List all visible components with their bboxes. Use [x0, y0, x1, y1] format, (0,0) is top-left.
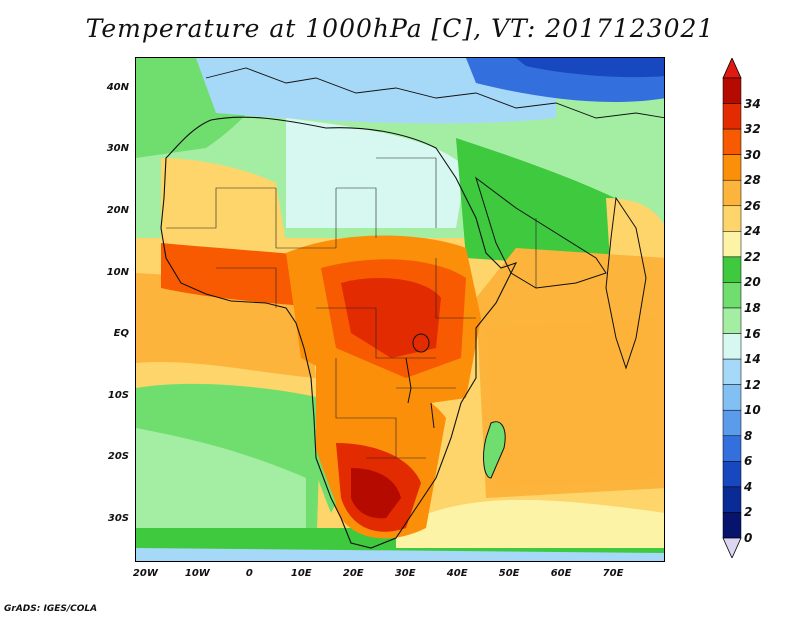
- colorbar-segment: [722, 358, 742, 385]
- colorbar-segment: [722, 409, 742, 437]
- longitude-label: 0: [245, 568, 253, 579]
- country-borders: [166, 157, 537, 459]
- south-atlantic-light: [136, 428, 306, 561]
- indian-ocean-south: [396, 499, 664, 548]
- colorbar-bottom-arrow: [722, 537, 742, 558]
- kalahari-core: [351, 468, 401, 519]
- colorbar-top-arrow: [722, 58, 742, 79]
- colorbar-segment: [722, 333, 742, 360]
- sahara-cool: [286, 118, 466, 228]
- longitude-label: 40E: [446, 568, 468, 579]
- madagascar-outline: [483, 421, 506, 479]
- colorbar-label: 10: [744, 403, 761, 418]
- colorbar-segment: [722, 205, 742, 232]
- longitude-label: 20E: [342, 568, 364, 579]
- latitude-label: 20N: [106, 204, 129, 216]
- southern-edge-cool: [136, 548, 664, 561]
- central-africa-core: [341, 278, 441, 358]
- colorbar-segment: [722, 307, 742, 334]
- temperature-map: [135, 57, 665, 562]
- india-coastline: [605, 196, 647, 370]
- arabian-sea-core: [486, 318, 656, 488]
- longitude-label: 60E: [550, 568, 572, 579]
- colorbar-segment: [722, 512, 742, 539]
- namib-coast: [308, 443, 336, 513]
- latitude-label: 10S: [107, 389, 129, 401]
- colorbar-label: 22: [744, 249, 761, 264]
- lake-tanganyika: [405, 357, 412, 404]
- colorbar-label: 4: [744, 479, 753, 494]
- colorbar-label: 12: [744, 377, 761, 392]
- colorbar-label: 2: [744, 505, 753, 520]
- longitude-label: 70E: [602, 568, 624, 579]
- colorbar-label: 28: [744, 173, 761, 188]
- credit-text: GrADS: IGES/COLA: [4, 604, 98, 614]
- colorbar-label: 24: [744, 224, 761, 239]
- colorbar-label: 34: [744, 96, 761, 111]
- africa-coastline: [160, 116, 518, 549]
- latitude-label: EQ: [113, 328, 129, 340]
- colorbar-label: 20: [744, 275, 761, 290]
- colorbar-label: 6: [744, 454, 753, 469]
- lake-victoria: [412, 333, 430, 353]
- colorbar-segment: [722, 486, 742, 513]
- colorbar-label: 0: [744, 531, 753, 545]
- colorbar-label: 32: [744, 122, 761, 137]
- latitude-label: 10N: [106, 266, 129, 278]
- colorbar-segment: [722, 435, 742, 462]
- lake-malawi: [430, 402, 435, 429]
- latitude-label: 40N: [106, 81, 129, 93]
- colorbar-label: 14: [744, 352, 761, 367]
- colorbar-segment: [722, 154, 742, 181]
- europe-coastline: [205, 67, 664, 119]
- latitude-label: 30S: [107, 512, 129, 524]
- colorbar-segment: [722, 103, 742, 130]
- colorbar-segment: [722, 77, 742, 104]
- longitude-label: 30E: [394, 568, 416, 579]
- colorbar-label: 16: [744, 326, 761, 341]
- temperature-field: [136, 58, 664, 561]
- chart-title: Temperature at 1000hPa [C], VT: 20171230…: [85, 14, 715, 43]
- colorbar-segment: [722, 128, 742, 155]
- longitude-label: 50E: [498, 568, 520, 579]
- latitude-label: 20S: [107, 451, 129, 463]
- colorbar-segment: [722, 256, 742, 283]
- arabia-green: [456, 138, 636, 268]
- sahel-warm: [161, 158, 286, 243]
- colorbar-label: 8: [744, 428, 753, 443]
- colorbar: [722, 58, 742, 558]
- longitude-label: 10E: [290, 568, 312, 579]
- longitude-label: 20W: [132, 568, 158, 579]
- longitude-label: 10W: [184, 568, 210, 579]
- madagascar: [483, 421, 506, 478]
- colorbar-label: 30: [744, 147, 761, 162]
- colorbar-label: 26: [744, 198, 761, 213]
- colorbar-segment: [722, 384, 742, 411]
- colorbar-segment: [722, 282, 742, 309]
- colorbar-segment: [722, 231, 742, 258]
- colorbar-label: 18: [744, 301, 761, 315]
- latitude-label: 30N: [106, 143, 129, 155]
- europe-colder: [516, 58, 664, 78]
- colorbar-segment: [722, 179, 742, 207]
- colorbar-segment: [722, 461, 742, 488]
